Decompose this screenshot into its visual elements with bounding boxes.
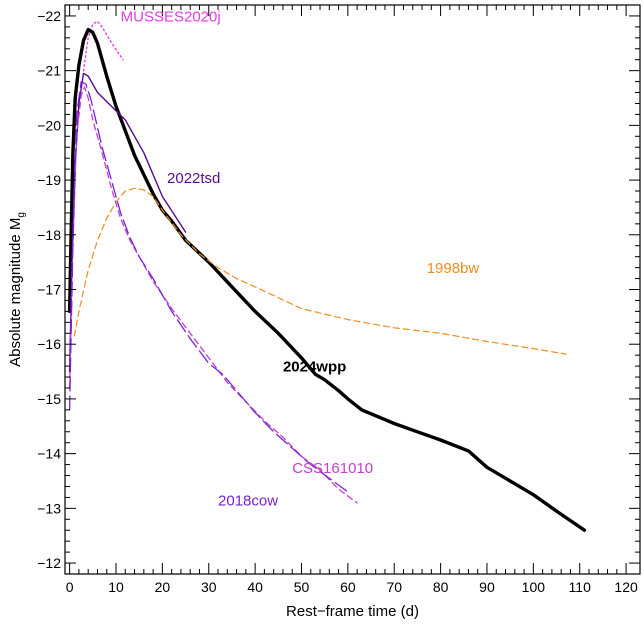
- series-label-2022tsd: 2022tsd: [167, 170, 220, 187]
- y-tick-label: −15: [37, 391, 61, 407]
- y-tick-label: −21: [37, 63, 61, 79]
- series-label-1998bw: 1998bw: [427, 260, 480, 277]
- x-tick-label: 0: [66, 579, 74, 595]
- x-tick-label: 50: [294, 579, 310, 595]
- series-label-musses2020j: MUSSES2020j: [121, 8, 221, 25]
- x-tick-label: 80: [433, 579, 449, 595]
- y-tick-label: −19: [37, 172, 61, 188]
- x-tick-label: 10: [108, 579, 124, 595]
- x-tick-label: 100: [522, 579, 546, 595]
- y-tick-label: −13: [37, 500, 61, 516]
- series-label-css161010: CSS161010: [292, 460, 373, 477]
- series-line-musses2020j: [82, 20, 124, 72]
- ticks-layer: [65, 5, 640, 574]
- y-axis-title: Absolute magnitude Mg: [7, 212, 27, 367]
- series-line-2018cow: [68, 80, 349, 493]
- y-axis-title-main: Absolute magnitude M: [7, 218, 24, 367]
- x-tick-label: 60: [340, 579, 356, 595]
- y-axis-title-subscript: g: [16, 212, 27, 218]
- x-tick-label: 90: [479, 579, 495, 595]
- x-tick-label: 20: [155, 579, 171, 595]
- y-tick-label: −14: [37, 446, 61, 462]
- y-tick-label: −12: [37, 555, 61, 571]
- x-tick-label: 70: [386, 579, 402, 595]
- series-layer: [67, 20, 587, 532]
- y-tick-label: −18: [37, 227, 61, 243]
- series-line-css161010: [68, 86, 358, 504]
- x-axis-title: Rest−frame time (d): [286, 603, 419, 620]
- y-tick-label: −20: [37, 117, 61, 133]
- y-tick-label: −16: [37, 336, 61, 352]
- series-label-2024wpp: 2024wpp: [283, 359, 346, 376]
- labels-layer: 0 10 20 30 40 50 60 70 80 90 100 110 120 −12 −13 −14 −15…: [37, 8, 638, 595]
- x-tick-label: 120: [614, 579, 638, 595]
- x-tick-label: 110: [569, 579, 592, 595]
- series-line-2022tsd: [68, 72, 187, 373]
- x-tick-label: 30: [201, 579, 217, 595]
- y-tick-label: −22: [37, 8, 61, 24]
- series-label-2018cow: 2018cow: [218, 493, 278, 510]
- y-tick-label: −17: [37, 282, 61, 298]
- x-tick-label: 40: [247, 579, 263, 595]
- series-line-2024wpp: [67, 27, 587, 532]
- plot-frame: [64, 4, 641, 575]
